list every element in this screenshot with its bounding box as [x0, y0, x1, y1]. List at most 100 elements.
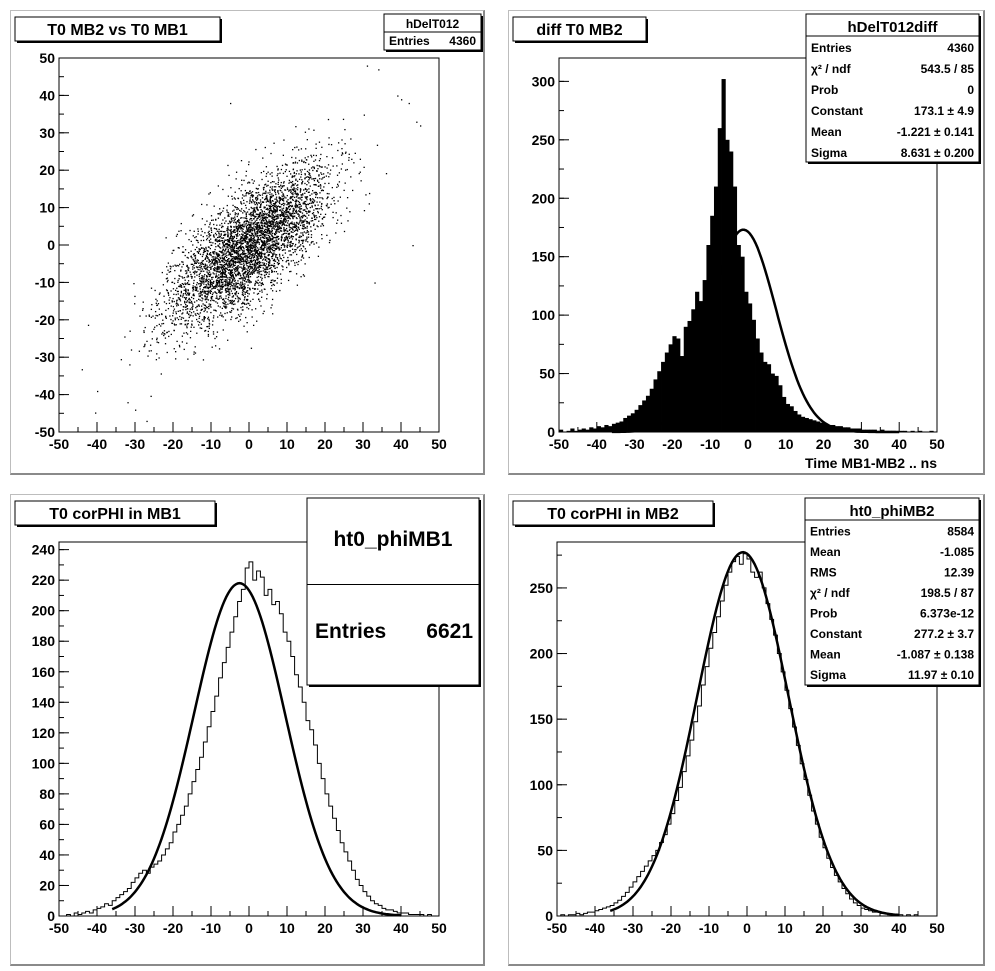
scatter-point: [218, 277, 220, 279]
x-tick-label: 50: [431, 920, 447, 936]
scatter-point: [190, 330, 192, 332]
scatter-point: [154, 326, 156, 328]
x-tick-label: -40: [87, 920, 107, 936]
scatter-point: [276, 215, 278, 218]
scatter-point: [291, 235, 293, 237]
scatter-point: [290, 270, 292, 273]
scatter-point: [221, 271, 224, 273]
scatter-point: [248, 231, 250, 233]
scatter-point: [201, 282, 203, 284]
scatter-point: [250, 206, 252, 209]
scatter-point: [247, 246, 250, 248]
scatter-point: [191, 323, 193, 325]
scatter-point: [286, 188, 289, 191]
scatter-point: [310, 230, 312, 232]
scatter-point: [246, 306, 248, 309]
scatter-point: [254, 253, 256, 255]
scatter-point: [299, 198, 301, 200]
scatter-point: [272, 214, 274, 216]
scatter-point: [292, 192, 294, 194]
scatter-point: [313, 216, 316, 218]
scatter-point: [296, 170, 298, 172]
scatter-point: [202, 359, 205, 361]
scatter-point: [251, 256, 253, 258]
scatter-point: [199, 262, 201, 264]
scatter-point: [237, 258, 239, 260]
scatter-point: [272, 207, 275, 209]
scatter-point: [207, 333, 210, 336]
scatter-point: [240, 248, 242, 250]
scatter-point: [191, 276, 193, 278]
scatter-point: [277, 226, 279, 228]
scatter-point: [269, 215, 271, 217]
scatter-point: [308, 182, 310, 184]
scatter-point: [283, 185, 285, 187]
scatter-point: [311, 178, 313, 180]
scatter-point: [215, 280, 218, 282]
scatter-point: [200, 280, 203, 282]
scatter-point: [192, 268, 194, 270]
scatter-point: [169, 265, 171, 267]
scatter-point: [253, 254, 255, 256]
histogram-bar: [732, 186, 738, 432]
scatter-point: [218, 280, 221, 283]
scatter-point: [246, 219, 248, 222]
scatter-point: [307, 156, 309, 158]
scatter-point: [199, 282, 201, 285]
scatter-point: [278, 231, 281, 233]
scatter-point: [254, 252, 257, 254]
scatter-point: [220, 295, 222, 297]
scatter-point: [212, 262, 214, 264]
scatter-point: [223, 252, 225, 254]
scatter-point: [287, 207, 289, 209]
scatter-point: [172, 297, 174, 300]
scatter-point: [256, 208, 258, 211]
scatter-point: [245, 258, 247, 260]
scatter-point: [309, 194, 311, 197]
scatter-point: [287, 203, 289, 205]
scatter-point: [266, 200, 269, 202]
scatter-point: [259, 300, 261, 302]
scatter-point: [264, 222, 267, 224]
scatter-point: [157, 302, 160, 305]
scatter-point: [299, 169, 301, 171]
scatter-point: [197, 241, 199, 244]
y-tick-label: 0: [547, 424, 555, 440]
scatter-point: [218, 261, 220, 263]
scatter-point: [269, 206, 271, 209]
scatter-point: [241, 227, 243, 230]
x-tick-label: -40: [587, 436, 607, 452]
scatter-point: [273, 265, 275, 268]
scatter-point: [237, 235, 239, 237]
scatter-point: [258, 248, 260, 250]
x-tick-label: -20: [163, 920, 183, 936]
scatter-point: [281, 211, 283, 213]
scatter-point: [242, 252, 244, 255]
scatter-point: [259, 238, 262, 240]
scatter-point: [239, 255, 242, 257]
scatter-point: [348, 159, 350, 161]
scatter-point: [214, 259, 216, 261]
scatter-point: [206, 267, 208, 269]
scatter-point: [271, 220, 273, 222]
scatter-point: [224, 267, 227, 269]
scatter-point: [252, 211, 254, 213]
scatter-point: [230, 260, 233, 262]
scatter-point: [251, 250, 253, 252]
scatter-point: [279, 209, 281, 212]
scatter-point: [283, 204, 285, 207]
scatter-point: [245, 237, 247, 239]
scatter-point: [219, 266, 221, 268]
scatter-point: [271, 175, 273, 177]
scatter-point: [221, 273, 223, 275]
scatter-point: [196, 266, 198, 269]
scatter-point: [285, 207, 288, 209]
scatter-point: [231, 300, 234, 302]
histogram-bar: [619, 421, 624, 432]
scatter-point: [280, 187, 283, 189]
scatter-point: [183, 276, 186, 279]
scatter-point: [255, 262, 257, 265]
scatter-point: [280, 247, 282, 249]
scatter-point: [228, 257, 230, 260]
scatter-point: [190, 296, 193, 299]
